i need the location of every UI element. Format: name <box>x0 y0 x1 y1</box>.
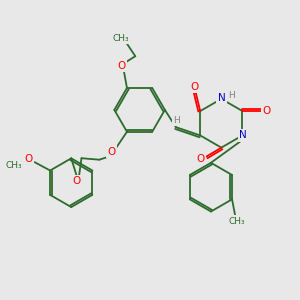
Text: N: N <box>218 93 226 103</box>
Text: N: N <box>239 130 247 140</box>
Text: O: O <box>72 176 80 186</box>
Text: CH₃: CH₃ <box>228 217 245 226</box>
Text: O: O <box>25 154 33 164</box>
Text: H: H <box>173 116 180 125</box>
Text: H: H <box>228 91 235 100</box>
Text: O: O <box>118 61 126 71</box>
Text: O: O <box>107 147 115 157</box>
Text: O: O <box>190 82 198 92</box>
Text: O: O <box>196 154 205 164</box>
Text: CH₃: CH₃ <box>113 34 129 43</box>
Text: CH₃: CH₃ <box>6 161 22 170</box>
Text: O: O <box>263 106 271 116</box>
